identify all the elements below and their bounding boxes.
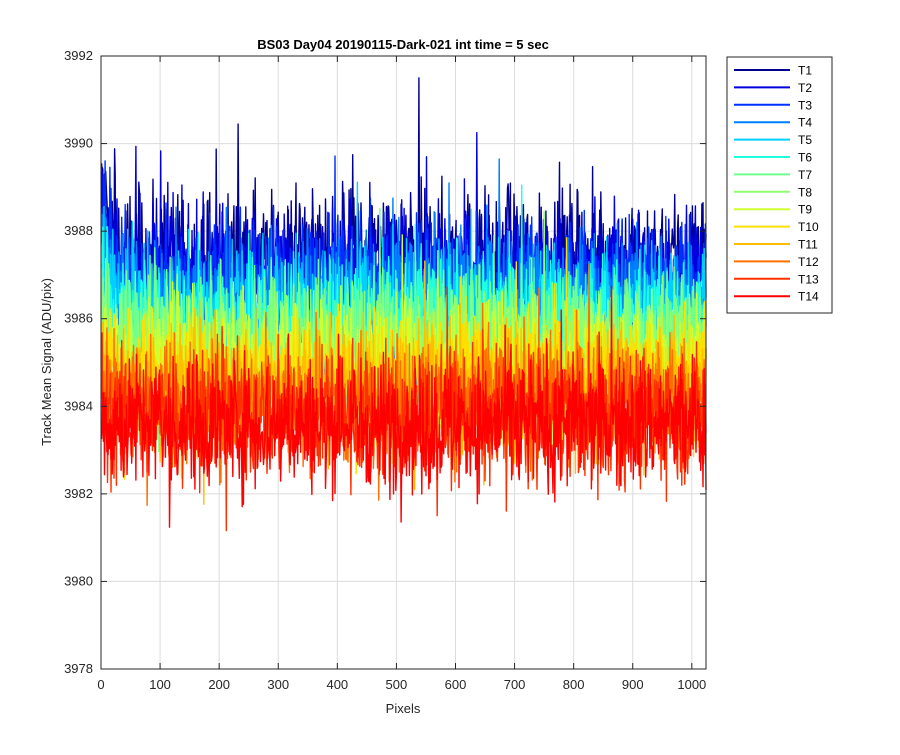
y-tick-label: 3986 bbox=[64, 311, 93, 326]
x-tick-label: 200 bbox=[208, 677, 230, 692]
ticks-layer: 0 100 200 300 400 500 600 700 800 900 1000 3978 3980… bbox=[64, 48, 706, 692]
legend-label-T9: T9 bbox=[798, 203, 812, 217]
legend: T1 T2 T3 T4 T5 T6 T7 T8 T9 T10 T11 T12 T13 T14 bbox=[726, 56, 833, 314]
y-tick-label: 3982 bbox=[64, 486, 93, 501]
legend-label-T6: T6 bbox=[798, 151, 812, 165]
legend-label-T12: T12 bbox=[798, 255, 819, 269]
y-tick-label: 3992 bbox=[64, 48, 93, 63]
legend-label-T14: T14 bbox=[798, 290, 819, 304]
legend-label-T8: T8 bbox=[798, 185, 812, 199]
legend-label-T10: T10 bbox=[798, 220, 819, 234]
y-axis-label: Track Mean Signal (ADU/pix) bbox=[39, 278, 54, 446]
chart-title: BS03 Day04 20190115-Dark-021 int time = … bbox=[257, 37, 549, 52]
legend-label-T11: T11 bbox=[798, 238, 818, 252]
legend-label-T3: T3 bbox=[798, 98, 812, 112]
x-axis-label: Pixels bbox=[386, 701, 421, 716]
legend-label-T13: T13 bbox=[798, 272, 819, 286]
x-tick-label: 500 bbox=[386, 677, 408, 692]
legend-label-T5: T5 bbox=[798, 133, 812, 147]
y-tick-label: 3990 bbox=[64, 136, 93, 151]
x-tick-label: 600 bbox=[445, 677, 467, 692]
series-layer bbox=[100, 77, 707, 532]
legend-label-T4: T4 bbox=[798, 116, 812, 130]
legend-box bbox=[726, 56, 833, 314]
x-tick-label: 900 bbox=[622, 677, 644, 692]
series-line-T14 bbox=[100, 285, 707, 528]
axes-box bbox=[100, 55, 707, 670]
x-tick-label: 100 bbox=[149, 677, 171, 692]
x-tick-label: 300 bbox=[267, 677, 289, 692]
y-tick-label: 3988 bbox=[64, 223, 93, 238]
legend-label-T1: T1 bbox=[798, 64, 812, 78]
legend-label-T7: T7 bbox=[798, 168, 812, 182]
x-tick-label: 800 bbox=[563, 677, 585, 692]
y-tick-label: 3978 bbox=[64, 661, 93, 676]
x-tick-label: 400 bbox=[326, 677, 348, 692]
x-tick-label: 1000 bbox=[677, 677, 706, 692]
y-tick-label: 3984 bbox=[64, 398, 93, 413]
y-tick-label: 3980 bbox=[64, 573, 93, 588]
x-tick-label: 0 bbox=[97, 677, 104, 692]
legend-label-T2: T2 bbox=[798, 81, 812, 95]
x-tick-label: 700 bbox=[504, 677, 526, 692]
